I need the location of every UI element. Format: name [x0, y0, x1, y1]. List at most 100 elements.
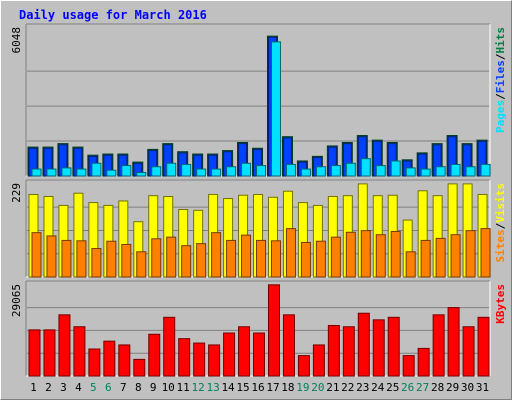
- bar-pages-day-22: [345, 162, 356, 177]
- bar-sites-day-2: [46, 235, 57, 278]
- bar-pages-day-6: [106, 169, 117, 177]
- legend-sites: Sites: [494, 229, 507, 262]
- x-tick-label: 4: [75, 381, 82, 394]
- x-tick-label: 5: [90, 381, 97, 394]
- bar-pages-day-16: [256, 165, 267, 177]
- bar-kbytes-day-2: [43, 329, 56, 377]
- legend-separator: /: [494, 53, 507, 60]
- legend-files: Files: [494, 60, 507, 93]
- y-max-label: 29065: [10, 284, 23, 317]
- bar-sites-day-29: [450, 234, 461, 278]
- x-tick-label: 29: [446, 381, 459, 394]
- bar-kbytes-day-31: [477, 316, 490, 377]
- bar-pages-day-12: [196, 168, 207, 177]
- bar-kbytes-day-26: [402, 355, 415, 377]
- bar-sites-day-16: [256, 239, 267, 278]
- bar-sites-day-22: [345, 231, 356, 278]
- x-tick-label: 23: [356, 381, 369, 394]
- x-tick-label: 16: [251, 381, 264, 394]
- bar-kbytes-day-7: [118, 344, 131, 377]
- bar-sites-day-20: [315, 240, 326, 278]
- bar-sites-day-10: [166, 236, 177, 278]
- bar-kbytes-day-24: [372, 319, 385, 377]
- x-tick-label: 30: [461, 381, 474, 394]
- bar-kbytes-day-10: [163, 316, 176, 377]
- bar-sites-day-26: [405, 251, 416, 278]
- bar-sites-day-8: [136, 251, 147, 278]
- bar-kbytes-day-29: [447, 307, 460, 377]
- bar-pages-day-4: [76, 168, 87, 177]
- legend-pages: Pages: [494, 100, 507, 133]
- bar-pages-day-31: [480, 163, 491, 177]
- legend-separator: /: [494, 222, 507, 229]
- x-tick-label: 11: [177, 381, 190, 394]
- bar-kbytes-day-14: [223, 332, 236, 377]
- bar-pages-day-2: [46, 168, 57, 177]
- bar-sites-day-31: [480, 228, 491, 278]
- legend-separator: /: [494, 93, 507, 100]
- bar-sites-day-17: [270, 240, 281, 278]
- bar-pages-day-24: [375, 165, 386, 177]
- x-tick-label: 12: [192, 381, 205, 394]
- legend-visits: Visits: [494, 183, 507, 223]
- x-tick-label: 18: [281, 381, 294, 394]
- bar-pages-day-18: [285, 163, 296, 177]
- bar-sites-day-6: [106, 240, 117, 278]
- x-tick-label: 27: [416, 381, 429, 394]
- x-tick-label: 24: [371, 381, 385, 394]
- x-tick-label: 10: [162, 381, 175, 394]
- x-tick-label: 19: [296, 381, 309, 394]
- series-legend-label: KBytes: [494, 284, 507, 324]
- legend-hits: Hits: [494, 27, 507, 54]
- bar-pages-day-8: [136, 172, 147, 177]
- bar-pages-day-5: [91, 162, 102, 177]
- x-tick-label: 22: [341, 381, 354, 394]
- y-max-label: 229: [10, 183, 23, 203]
- bar-pages-day-20: [315, 166, 326, 177]
- x-tick-label: 13: [206, 381, 219, 394]
- bar-sites-day-27: [420, 239, 431, 278]
- bar-kbytes-day-9: [148, 333, 161, 377]
- bar-pages-day-14: [226, 166, 237, 177]
- x-tick-label: 20: [311, 381, 324, 394]
- bar-sites-day-9: [151, 238, 162, 278]
- bar-kbytes-day-13: [208, 344, 221, 377]
- bar-sites-day-23: [360, 230, 371, 278]
- bar-pages-day-27: [420, 168, 431, 177]
- bar-pages-day-7: [121, 165, 132, 177]
- x-tick-label: 21: [326, 381, 339, 394]
- bar-kbytes-day-27: [417, 347, 430, 377]
- bar-sites-day-5: [91, 248, 102, 278]
- panel-visits: 229 Sites/Visits: [10, 179, 507, 278]
- bar-sites-day-18: [285, 228, 296, 278]
- y-max-label: 6048: [10, 27, 23, 54]
- bar-sites-day-28: [435, 237, 446, 278]
- bar-sites-day-21: [330, 236, 341, 278]
- series-legend-label: Sites/Visits: [494, 183, 507, 263]
- panel-kbytes: 29065 KBytes: [10, 280, 507, 377]
- legend-kbytes: KBytes: [494, 284, 507, 324]
- bar-kbytes-day-28: [432, 314, 445, 377]
- bar-sites-day-1: [31, 232, 42, 278]
- bar-pages-day-21: [330, 165, 341, 177]
- bar-pages-day-23: [360, 158, 371, 177]
- bar-sites-day-30: [465, 230, 476, 278]
- bar-pages-day-28: [435, 166, 446, 177]
- bar-pages-day-25: [390, 160, 401, 177]
- bar-kbytes-day-11: [178, 338, 191, 377]
- x-tick-label: 3: [60, 381, 67, 394]
- bar-kbytes-day-3: [58, 314, 71, 377]
- chart-title: Daily usage for March 2016: [19, 8, 207, 22]
- x-tick-label: 25: [386, 381, 399, 394]
- bar-kbytes-day-23: [357, 312, 370, 377]
- bar-pages-day-30: [465, 166, 476, 177]
- bar-kbytes-day-25: [387, 316, 400, 377]
- bar-sites-day-25: [390, 230, 401, 278]
- bar-sites-day-11: [181, 245, 192, 278]
- bar-kbytes-day-22: [342, 326, 355, 377]
- bar-sites-day-3: [61, 239, 72, 278]
- bar-kbytes-day-16: [253, 332, 266, 377]
- bar-kbytes-day-30: [462, 326, 475, 377]
- bar-kbytes-day-5: [88, 348, 101, 377]
